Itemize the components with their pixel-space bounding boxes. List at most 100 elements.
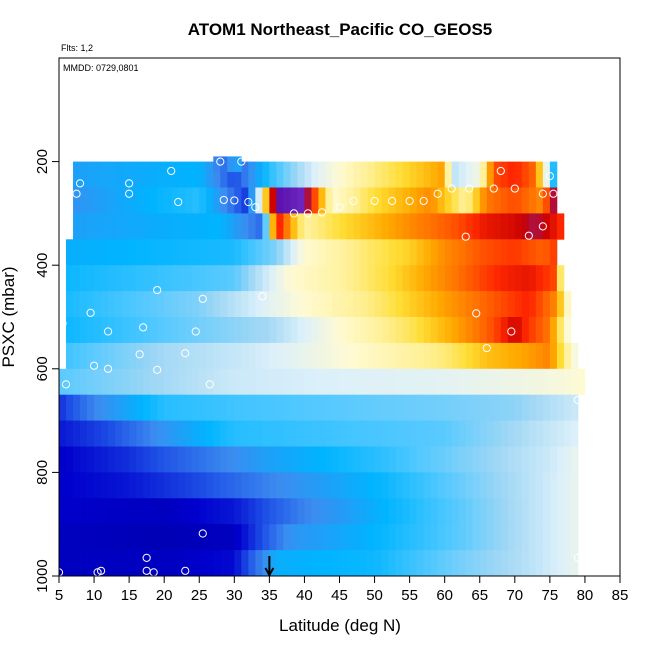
heatmap-cell (108, 213, 116, 240)
heatmap-cell (367, 524, 375, 551)
heatmap-cell (332, 239, 340, 266)
x-tick-label: 75 (542, 587, 559, 604)
heatmap-cell (444, 472, 453, 499)
heatmap-cell (556, 472, 565, 499)
heatmap-cell (108, 368, 116, 396)
observation-marker (405, 196, 414, 206)
heatmap-cell (493, 317, 502, 344)
heatmap-cell (528, 446, 537, 473)
heatmap-cell (402, 239, 411, 266)
heatmap-cell (66, 265, 74, 292)
heatmap-cell (374, 368, 382, 396)
heatmap-cell (535, 446, 544, 473)
heatmap-cell (416, 239, 425, 266)
heatmap-cell (262, 524, 270, 551)
heatmap-cell (220, 156, 228, 172)
observation-marker (472, 309, 481, 318)
heatmap-cell (346, 239, 354, 266)
y-tick-label: 1000 (34, 559, 51, 592)
heatmap-cell (150, 524, 158, 551)
heatmap-cell (528, 187, 537, 214)
heatmap-cell (227, 368, 235, 396)
heatmap-cell (458, 265, 467, 292)
heatmap-cell (353, 498, 361, 525)
observation-marker (461, 232, 470, 241)
heatmap-cell (171, 213, 179, 240)
heatmap-cell (87, 498, 95, 525)
heatmap-cell (570, 394, 579, 421)
heatmap-cell (430, 161, 439, 188)
heatmap-cell (143, 446, 151, 473)
x-tick-label: 60 (436, 587, 453, 604)
heatmap-cell (227, 239, 235, 266)
heatmap-cell (563, 498, 572, 525)
heatmap-cell (500, 472, 509, 499)
heatmap-cell (423, 550, 432, 577)
observation-marker (496, 166, 505, 176)
x-tick-label: 85 (612, 587, 629, 604)
observation-marker (237, 157, 246, 166)
heatmap-cell (374, 291, 382, 318)
heatmap-cell (206, 498, 214, 525)
heatmap-cell (115, 394, 123, 421)
heatmap-cell (262, 213, 270, 240)
heatmap-cell (213, 239, 221, 266)
heatmap-cell (395, 265, 404, 292)
heatmap-cell (129, 187, 137, 214)
heatmap-cell (549, 472, 558, 499)
heatmap-cell (395, 239, 404, 266)
heatmap-cell (122, 368, 130, 396)
heatmap-cell (353, 446, 361, 473)
heatmap-cell (472, 213, 481, 240)
heatmap-cell (318, 524, 326, 551)
heatmap-cell (206, 239, 214, 266)
heatmap-cell (80, 342, 88, 370)
heatmap-cell (507, 342, 516, 370)
heatmap-cell (311, 472, 319, 499)
heatmap-cell (94, 550, 102, 577)
heatmap-cell (535, 342, 544, 370)
heatmap-cell (59, 420, 67, 447)
heatmap-cell (507, 524, 516, 551)
heatmap-cell (241, 420, 249, 447)
heatmap-cell (346, 342, 354, 370)
heatmap-cell (521, 394, 530, 421)
heatmap-cell (164, 498, 172, 525)
heatmap-cell (479, 472, 488, 499)
heatmap-cell (507, 317, 516, 344)
heatmap-cell (507, 291, 516, 318)
heatmap-cell (157, 472, 165, 499)
heatmap-cell (213, 472, 221, 499)
heatmap-cell (388, 213, 396, 240)
heatmap-cell (486, 239, 495, 266)
heatmap-cell (206, 420, 214, 447)
heatmap-cell (241, 213, 249, 240)
heatmap-cell (423, 265, 432, 292)
heatmap-cell (255, 420, 263, 447)
heatmap-cell (122, 524, 130, 551)
heatmap-cell (290, 368, 298, 396)
heatmap-cell (381, 420, 389, 447)
heatmap-cell (185, 161, 193, 188)
heatmap-cell (549, 291, 558, 318)
heatmap-cell (122, 498, 130, 525)
heatmap-cell (381, 394, 389, 421)
heatmap-cell (241, 446, 249, 473)
heatmap-cell (150, 446, 158, 473)
heatmap-cell (563, 446, 572, 473)
heatmap-cell (535, 368, 544, 396)
heatmap-cell (465, 446, 474, 473)
heatmap-cell (556, 524, 565, 551)
heatmap-cell (563, 550, 572, 577)
heatmap-cell (241, 472, 249, 499)
heatmap-cell (213, 187, 221, 214)
heatmap-cell (437, 394, 446, 421)
heatmap-cell (388, 342, 396, 370)
heatmap-cell (493, 498, 502, 525)
heatmap-cell (304, 187, 312, 214)
heatmap-cell (423, 291, 432, 318)
heatmap-cell (570, 342, 579, 370)
heatmap-cell (101, 265, 109, 292)
heatmap-cell (66, 239, 74, 266)
heatmap-cell (234, 368, 242, 396)
